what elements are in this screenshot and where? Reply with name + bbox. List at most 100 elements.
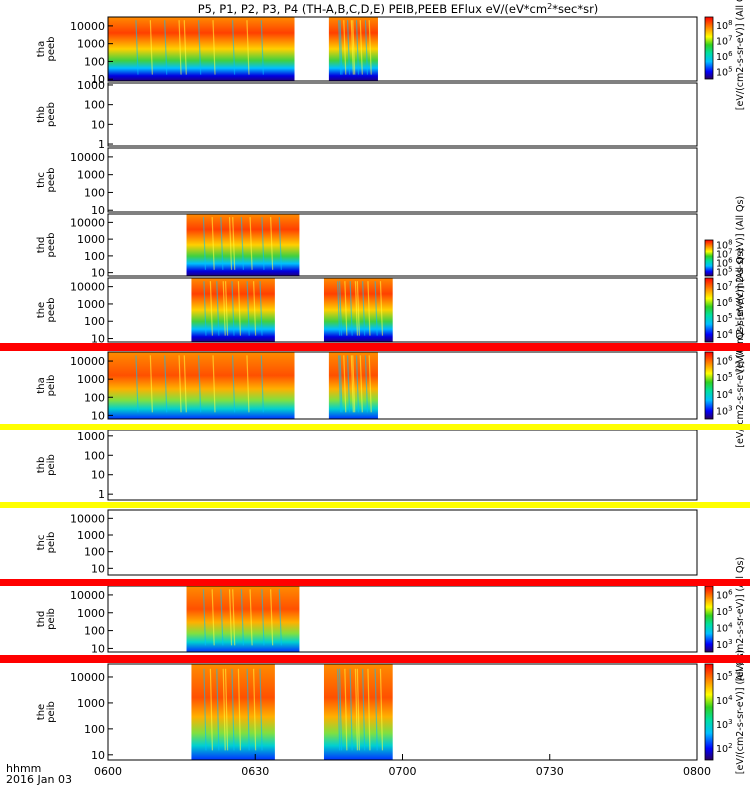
y-tick-label: 10 bbox=[91, 642, 105, 655]
y-tick-label: 10 bbox=[91, 562, 105, 575]
spectrogram-streak bbox=[338, 355, 342, 413]
x-axis-unit-label: hhmm bbox=[6, 762, 41, 775]
y-tick-label: 100 bbox=[84, 250, 105, 263]
spectrogram-streak bbox=[362, 668, 366, 751]
colorbar-tick-label: 107 bbox=[716, 34, 733, 47]
colorbar-label: [eV/(cm2-s-sr-eV)] (All Qs) bbox=[735, 323, 746, 447]
x-tick-label: 0800 bbox=[683, 765, 711, 778]
spectrogram-streak bbox=[352, 20, 356, 75]
colorbar-tick-label: 106 bbox=[716, 257, 733, 270]
spectrogram-streak bbox=[231, 281, 235, 336]
spectrogram-streak bbox=[261, 217, 265, 270]
spectrogram-streak bbox=[337, 668, 341, 751]
spectrogram-streak bbox=[261, 589, 265, 646]
colorbar-tick-label: 105 bbox=[716, 371, 733, 384]
spectrogram-streak bbox=[367, 668, 371, 751]
spectrogram-streak bbox=[249, 217, 253, 270]
spectrogram-streak bbox=[183, 355, 187, 413]
colorbar-tick-label: 108 bbox=[716, 239, 733, 252]
spectrogram-streak bbox=[338, 281, 343, 336]
spectrogram-streak bbox=[346, 20, 351, 75]
colorbar-label: [eV/(cm2-s-sr-eV)] (All Qs) bbox=[735, 0, 746, 110]
spectrogram-streak bbox=[343, 20, 347, 75]
panel-frame bbox=[107, 82, 698, 147]
y-axis-label: thc bbox=[36, 535, 47, 551]
spectrogram-streak bbox=[240, 217, 244, 270]
spectrogram-streak bbox=[260, 355, 264, 413]
spectrogram-streak bbox=[354, 668, 359, 751]
spectrogram-streak bbox=[338, 668, 343, 751]
spectrogram-streak bbox=[362, 281, 366, 336]
panel-tha-peeb: 10000 1000 100 10 tha peeb 108 107 106 105 [eV/(cm… bbox=[36, 0, 746, 110]
colorbar-tick-label: 105 bbox=[716, 65, 733, 78]
colorbar-tick-label: 106 bbox=[716, 296, 733, 309]
spectrogram-streak bbox=[216, 281, 220, 336]
spectrogram-streak bbox=[222, 668, 226, 751]
spectrogram-streak bbox=[350, 20, 354, 75]
y-tick-label: 100 bbox=[84, 315, 105, 328]
y-tick-label: 10000 bbox=[70, 512, 105, 525]
spectrogram-streak bbox=[246, 668, 250, 751]
y-tick-label: 10000 bbox=[70, 216, 105, 229]
spectrogram-streak bbox=[337, 281, 341, 336]
colorbar-label: [eV/(cm2-s-sr-eV)] (All Qs) bbox=[735, 557, 746, 681]
y-tick-label: 10 bbox=[91, 749, 105, 762]
y-tick-label: 10 bbox=[91, 267, 105, 280]
date-label: 2016 Jan 03 bbox=[6, 773, 72, 786]
y-axis-label: peeb bbox=[46, 233, 57, 258]
spectrogram-streak bbox=[232, 217, 236, 270]
y-tick-label: 1000 bbox=[77, 298, 105, 311]
y-tick-label: 10000 bbox=[70, 281, 105, 294]
spectrogram-streak bbox=[356, 668, 360, 751]
spectrogram-streak bbox=[232, 589, 236, 646]
spectrogram-streak bbox=[352, 355, 356, 413]
spectrogram-streak bbox=[211, 589, 215, 646]
spectrogram-streak bbox=[164, 355, 168, 413]
y-axis-label: thb bbox=[36, 106, 47, 123]
spectrogram-streak bbox=[203, 668, 207, 751]
spectrogram-streak bbox=[237, 668, 242, 751]
spectrogram-streak bbox=[202, 589, 207, 646]
y-tick-label: 100 bbox=[84, 625, 105, 638]
colorbar-tick-label: 106 bbox=[716, 50, 733, 63]
panel-tha-peib: 10000 1000 100 10 tha peib 106 105 104 103 [eV/(cm… bbox=[36, 323, 746, 447]
x-tick-label: 0630 bbox=[241, 765, 269, 778]
y-axis-label: peeb bbox=[46, 298, 57, 323]
y-tick-label: 100 bbox=[84, 391, 105, 404]
spectrogram-streak bbox=[178, 20, 182, 75]
spectrogram-streak bbox=[198, 355, 202, 413]
spectrogram-streak bbox=[343, 355, 347, 413]
spectrogram-streak bbox=[203, 281, 207, 336]
panel-thd-peib: 10000 1000 100 10 thd peib 106 105 104 103 [eV/(cm… bbox=[36, 557, 746, 681]
spectrogram-streak bbox=[259, 668, 263, 751]
colorbar bbox=[704, 16, 714, 80]
spectrogram-streak bbox=[231, 668, 235, 751]
colorbar-tick-label: 104 bbox=[716, 694, 733, 707]
colorbar bbox=[704, 663, 714, 761]
y-tick-label: 1000 bbox=[77, 607, 105, 620]
panel-the-peib: 10000 1000 100 10 the peib 105 104 103 102 [eV/(cm… bbox=[36, 650, 746, 774]
y-tick-label: 1000 bbox=[77, 373, 105, 386]
colorbar-tick-label: 107 bbox=[716, 280, 733, 293]
y-axis-label: peib bbox=[46, 608, 57, 630]
y-axis-label: the bbox=[36, 302, 47, 318]
y-tick-label: 10000 bbox=[70, 151, 105, 164]
y-tick-label: 1 bbox=[98, 138, 105, 151]
y-tick-label: 1000 bbox=[77, 79, 105, 92]
x-tick-label: 0730 bbox=[536, 765, 564, 778]
spectrogram-streak bbox=[216, 668, 220, 751]
spectrogram-streak bbox=[359, 355, 363, 413]
spectrogram-streak bbox=[224, 668, 229, 751]
y-tick-label: 1 bbox=[98, 488, 105, 501]
colorbar-tick-label: 106 bbox=[716, 588, 733, 601]
panel-frame bbox=[107, 509, 698, 576]
spectrogram-streak bbox=[237, 281, 242, 336]
spectrogram-streak bbox=[355, 20, 360, 75]
spectrogram-streak bbox=[231, 20, 236, 75]
spectrogram-streak bbox=[149, 355, 153, 413]
y-axis-label: thd bbox=[36, 611, 47, 628]
flag-band bbox=[0, 579, 750, 586]
colorbar bbox=[704, 277, 714, 343]
spectrogram-streak bbox=[270, 217, 274, 270]
